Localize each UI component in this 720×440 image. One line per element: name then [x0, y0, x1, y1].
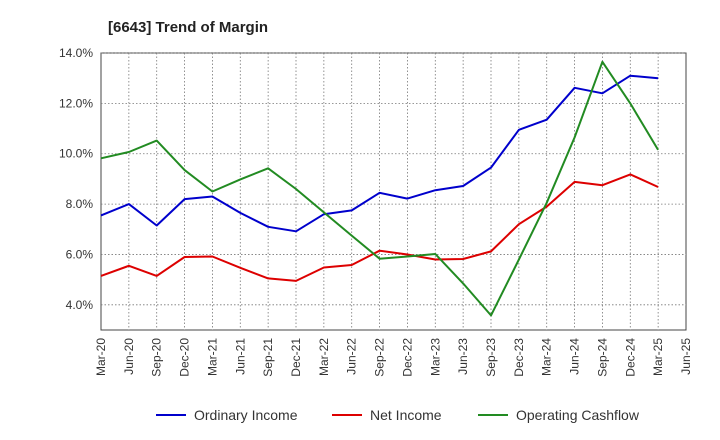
x-tick-label: Jun-25 [679, 338, 693, 375]
series-line-operating-cashflow [100, 60, 659, 317]
legend-label: Ordinary Income [194, 407, 298, 423]
x-tick-label: Dec-24 [623, 338, 637, 377]
plot-border [100, 52, 687, 331]
legend: Ordinary Income Net Income Operating Cashf… [156, 407, 640, 423]
x-tick-label: Mar-21 [205, 338, 219, 376]
y-tick-label: 12.0% [59, 96, 93, 110]
legend-label: Operating Cashflow [516, 407, 640, 423]
y-tick-label: 6.0% [66, 247, 94, 261]
x-tick-label: Jun-23 [456, 338, 470, 375]
x-tick-label: Jun-21 [233, 338, 247, 375]
y-tick-label: 10.0% [59, 147, 93, 161]
series-line-net-income [100, 173, 659, 282]
plot-area [100, 52, 687, 331]
x-tick-label: Mar-20 [94, 338, 108, 376]
x-tick-label: Sep-21 [261, 338, 275, 377]
x-tick-label: Dec-20 [178, 338, 192, 377]
x-tick-label: Dec-23 [512, 338, 526, 377]
y-axis-ticks: 4.0% 6.0% 8.0% 10.0% 12.0% 14.0% [59, 46, 93, 312]
x-tick-label: Sep-23 [484, 338, 498, 377]
gridlines [101, 52, 686, 330]
x-tick-label: Sep-24 [595, 338, 609, 377]
y-tick-label: 4.0% [66, 298, 94, 312]
x-tick-label: Jun-22 [345, 338, 359, 375]
x-tick-label: Sep-20 [150, 338, 164, 377]
x-tick-label: Mar-23 [428, 338, 442, 376]
series-lines [100, 60, 659, 317]
x-tick-label: Mar-24 [540, 338, 554, 376]
x-tick-label: Jun-20 [122, 338, 136, 375]
x-tick-label: Jun-24 [568, 338, 582, 375]
y-tick-label: 14.0% [59, 46, 93, 60]
x-axis-ticks: Mar-20 Jun-20 Sep-20 Dec-20 Mar-21 Jun-21 Sep-… [94, 338, 693, 377]
x-tick-label: Dec-22 [400, 338, 414, 377]
chart-title: [6643] Trend of Margin [108, 19, 268, 36]
y-tick-label: 8.0% [66, 197, 94, 211]
x-tick-label: Mar-25 [651, 338, 665, 376]
legend-label: Net Income [370, 407, 442, 423]
x-tick-label: Dec-21 [289, 338, 303, 377]
x-tick-label: Sep-22 [373, 338, 387, 377]
x-tick-label: Mar-22 [317, 338, 331, 376]
series-line-ordinary-income [100, 74, 659, 233]
